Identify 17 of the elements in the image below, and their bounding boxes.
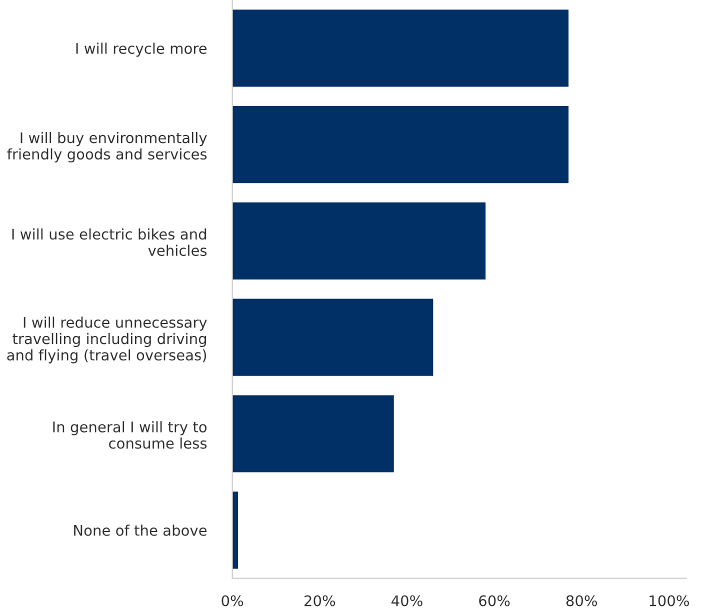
bar (232, 10, 569, 87)
y-tick-label: I will recycle more (76, 42, 207, 57)
x-tick-label: 100% (650, 595, 689, 606)
x-tick-label: 60% (479, 595, 510, 606)
bar (232, 395, 394, 472)
x-tick-label: 80% (566, 595, 598, 606)
y-tick-label: None of the above (74, 524, 207, 536)
x-tick-label: 20% (304, 595, 336, 606)
y-tick-label: In general I will try to consume less (53, 421, 207, 449)
x-tick-label: 40% (391, 595, 422, 606)
y-tick-label: I will buy environmentally friendly goods and services (7, 132, 207, 162)
bar (232, 298, 434, 376)
bar (232, 202, 486, 280)
y-tick-label: I will use electric bikes and vehicles (12, 228, 207, 256)
y-tick-label: I will reduce unnecessary travelling including driving and flying (travel overseas) (7, 316, 207, 364)
x-tick-label: 0% (222, 595, 244, 606)
bar (232, 106, 569, 184)
